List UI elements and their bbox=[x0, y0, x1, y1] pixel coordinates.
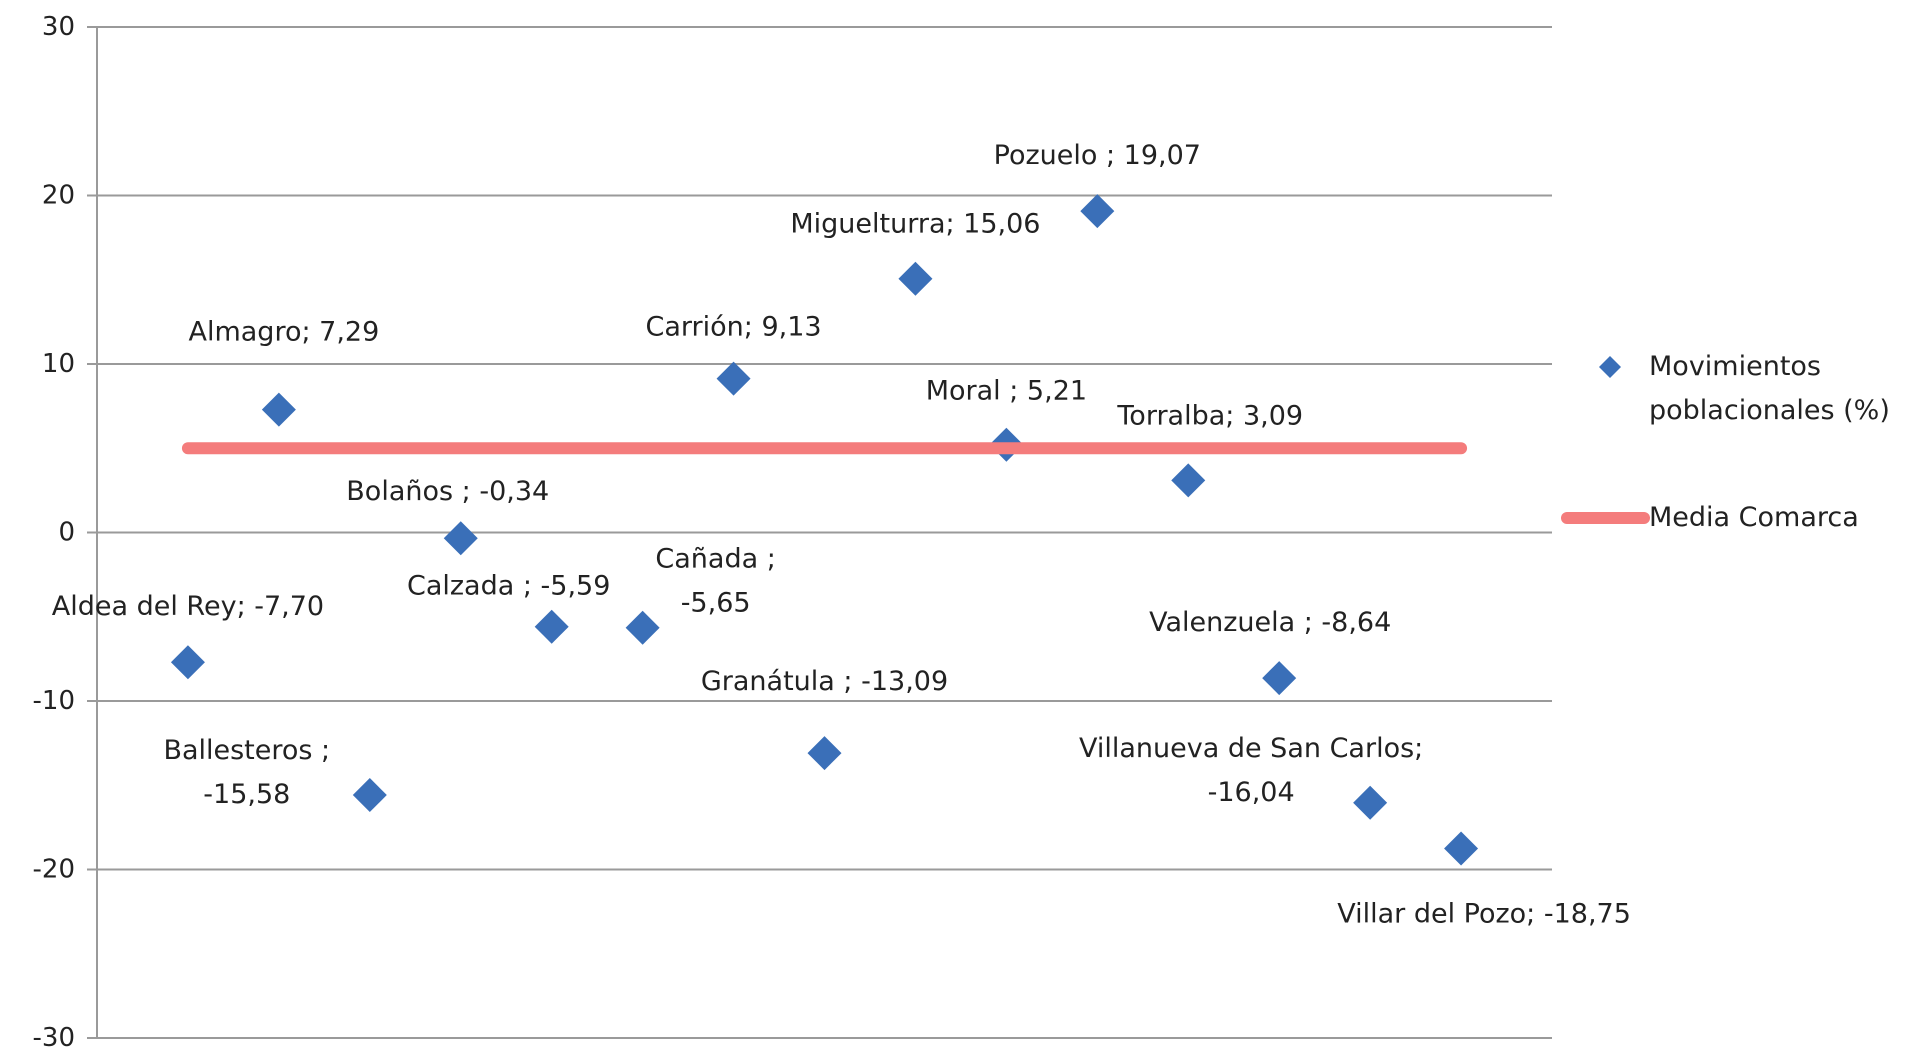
data-label: Bolaños ; -0,34 bbox=[346, 476, 549, 507]
legend-label: Movimientos poblacionales (%) bbox=[1649, 351, 1890, 426]
point bbox=[443, 521, 478, 556]
point bbox=[170, 645, 205, 680]
data-label: Almagro; 7,29 bbox=[188, 316, 379, 347]
data-label: Cañada ; -5,65 bbox=[655, 543, 775, 618]
data-label: Miguelturra; 15,06 bbox=[790, 208, 1040, 239]
data-label: Calzada ; -5,59 bbox=[407, 570, 610, 601]
y-tick-label: 0 bbox=[58, 517, 75, 547]
data-label: Villanueva de San Carlos; -16,04 bbox=[1079, 732, 1423, 807]
y-tick-label: -30 bbox=[33, 1023, 75, 1053]
data-label: Moral ; 5,21 bbox=[926, 375, 1087, 406]
point bbox=[534, 609, 569, 644]
y-tick-label: 20 bbox=[42, 180, 75, 210]
data-label: Ballesteros ; -15,58 bbox=[163, 735, 330, 810]
y-tick-label: -20 bbox=[33, 854, 75, 884]
point bbox=[898, 261, 933, 296]
point bbox=[625, 610, 660, 645]
data-label: Torralba; 3,09 bbox=[1116, 400, 1303, 431]
y-tick-label: 10 bbox=[42, 349, 75, 379]
point bbox=[261, 392, 296, 427]
legend-label: Media Comarca bbox=[1649, 502, 1859, 533]
point bbox=[352, 778, 387, 813]
data-label: Valenzuela ; -8,64 bbox=[1149, 607, 1391, 638]
point bbox=[1262, 661, 1297, 696]
data-label: Carrión; 9,13 bbox=[646, 311, 822, 342]
y-tick-label: 30 bbox=[42, 12, 75, 42]
point bbox=[807, 736, 842, 771]
point bbox=[1080, 194, 1115, 229]
point bbox=[1171, 463, 1206, 498]
point bbox=[1444, 831, 1479, 866]
data-label: Pozuelo ; 19,07 bbox=[994, 140, 1201, 171]
data-label: Aldea del Rey; -7,70 bbox=[52, 591, 324, 622]
data-label: Villar del Pozo; -18,75 bbox=[1337, 898, 1631, 929]
point bbox=[716, 361, 751, 396]
y-tick-label: -10 bbox=[33, 686, 75, 716]
point bbox=[1353, 785, 1388, 820]
legend-swatch bbox=[1599, 356, 1621, 378]
data-label: Granátula ; -13,09 bbox=[701, 666, 948, 697]
